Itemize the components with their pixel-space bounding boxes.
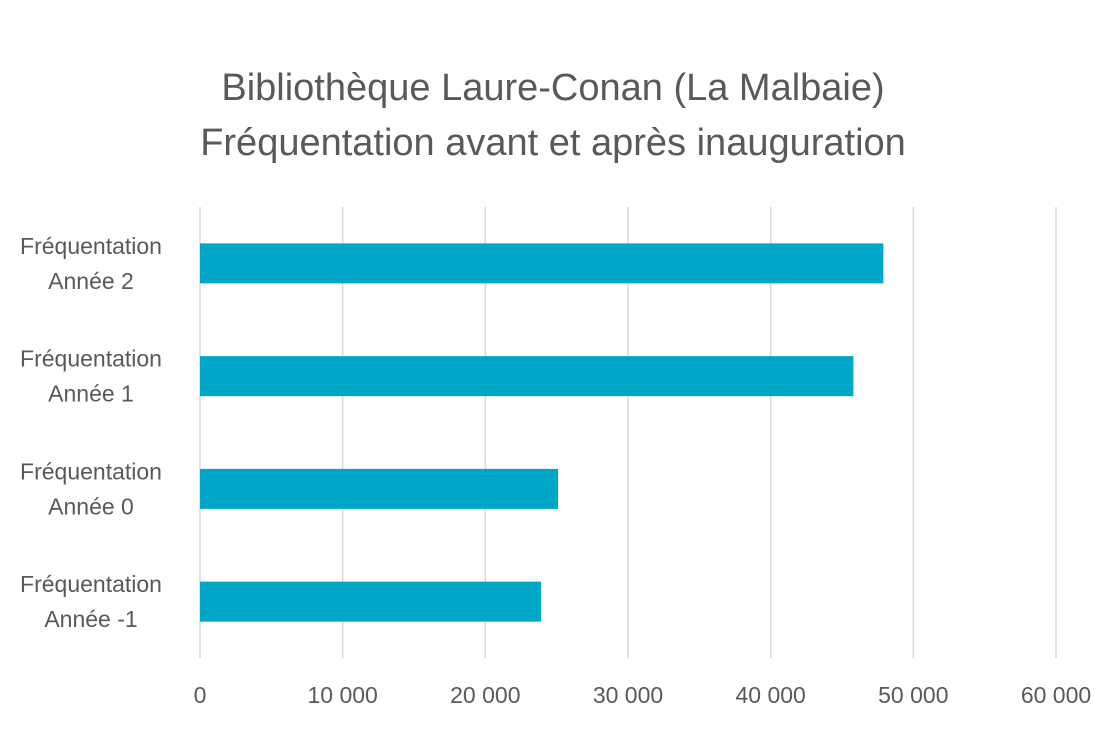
x-tick-label: 10 000 [307, 682, 377, 708]
chart-title-line-1: Bibliothèque Laure-Conan (La Malbaie) [221, 67, 884, 109]
bar [200, 243, 884, 284]
x-tick-label: 30 000 [593, 682, 663, 708]
x-tick-label: 60 000 [1021, 682, 1091, 708]
bar [200, 581, 541, 622]
x-tick-label: 20 000 [450, 682, 520, 708]
category-labels: Fréquentation Année 2 Fréquentation Année 1… [20, 233, 162, 632]
x-axis-tick-labels: 0 10 000 20 000 30 000 40 000 50 000 60 000 [194, 682, 1092, 708]
bar [200, 468, 559, 509]
category-label: Fréquentation Année 0 [20, 458, 162, 519]
bars [200, 243, 884, 622]
category-label: Fréquentation Année 2 [20, 233, 162, 294]
x-tick-label: 40 000 [735, 682, 805, 708]
bar [200, 356, 854, 397]
x-tick-label: 0 [194, 682, 207, 708]
x-tick-label: 50 000 [878, 682, 948, 708]
chart-title: Bibliothèque Laure-Conan (La Malbaie) Fr… [200, 67, 906, 164]
category-label: Fréquentation Année -1 [20, 571, 162, 632]
chart-title-line-2: Fréquentation avant et après inauguratio… [200, 122, 906, 164]
category-label: Fréquentation Année 1 [20, 346, 162, 407]
